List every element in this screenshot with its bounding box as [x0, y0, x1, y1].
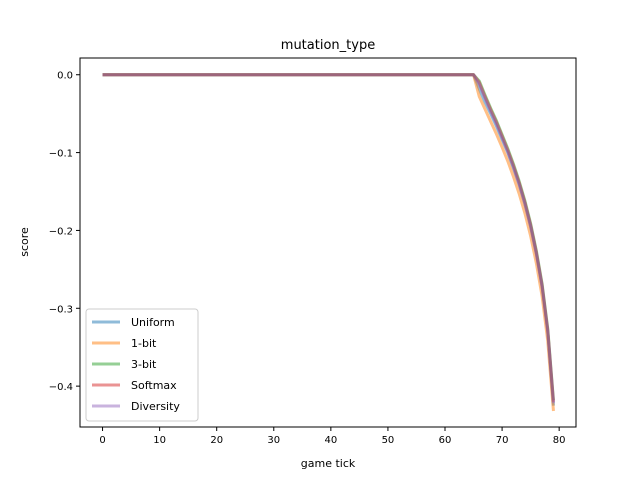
x-tick-label-0: 0: [99, 435, 105, 446]
plot-frame: [79, 57, 577, 428]
x-tick-label-3: 30: [267, 435, 280, 446]
y-tick-label-2: −0.2: [49, 226, 73, 237]
legend: Uniform 1-bit 3-bit Softmax Diversity: [85, 308, 199, 422]
series-line-1: [102, 73, 555, 412]
y-tick-label-1: −0.1: [49, 149, 73, 160]
y-axis-label: score: [18, 227, 31, 257]
plot-lines: [102, 73, 555, 412]
x-tick-label-4: 40: [324, 435, 337, 446]
x-tick-label-5: 50: [382, 435, 395, 446]
x-tick-label-1: 10: [153, 435, 166, 446]
y-tick-label-3: −0.3: [49, 304, 73, 315]
y-tick-label-4: −0.4: [49, 382, 73, 393]
series-line-4: [102, 73, 555, 404]
legend-box: [85, 308, 199, 422]
x-axis-label: game tick: [301, 457, 356, 470]
legend-label-1: 1-bit: [131, 337, 157, 350]
legend-label-3: Softmax: [131, 379, 177, 392]
legend-label-2: 3-bit: [131, 358, 157, 371]
x-tick-label-2: 20: [210, 435, 223, 446]
y-tick-label-0: 0.0: [57, 71, 73, 82]
x-tick-label-6: 60: [439, 435, 452, 446]
legend-label-4: Diversity: [131, 400, 180, 413]
legend-label-0: Uniform: [131, 316, 175, 329]
x-tick-label-8: 80: [553, 435, 566, 446]
x-axis-ticks: 0 10 20 30 40 50 60 70 80: [99, 427, 566, 446]
x-tick-label-7: 70: [496, 435, 509, 446]
chart-title: mutation_type: [281, 38, 375, 53]
y-axis-ticks: 0.0 −0.1 −0.2 −0.3 −0.4: [49, 71, 80, 393]
